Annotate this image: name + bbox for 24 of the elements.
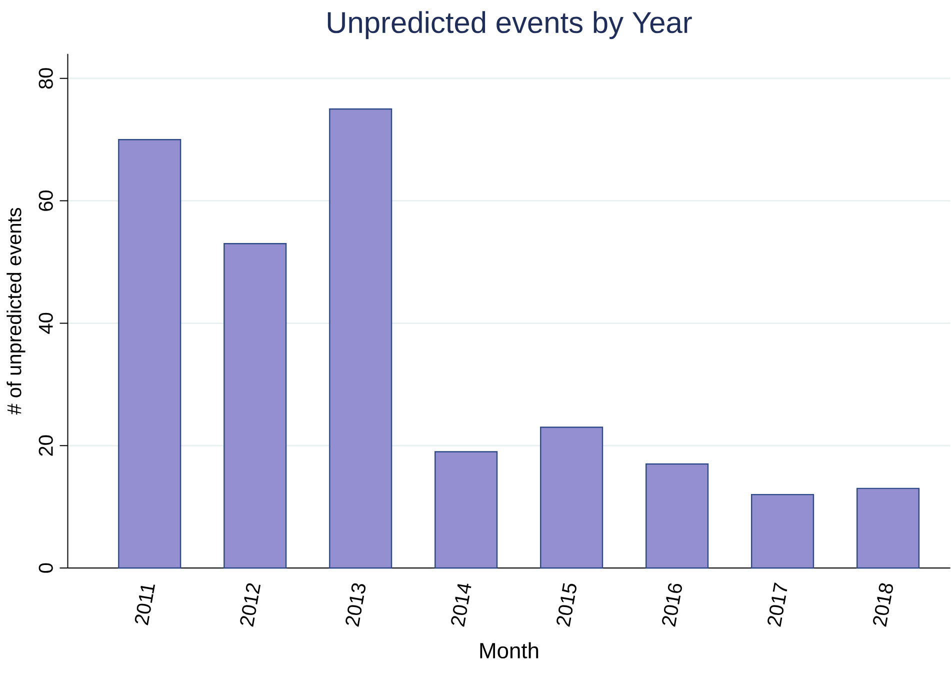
y-tick-label: 0: [38, 563, 53, 573]
x-axis-title: Month: [480, 642, 538, 659]
y-axis-title: # of unpredicted events: [6, 208, 26, 415]
bar: [540, 426, 604, 569]
x-tick-label: 2016: [662, 583, 682, 627]
x-tick-label: 2011: [134, 584, 156, 626]
x-tick-label: 2014: [451, 584, 472, 627]
y-tick-label: 20: [38, 435, 53, 456]
x-tick-label: 2012: [240, 583, 260, 627]
x-tick-label: 2013: [346, 583, 366, 627]
bar: [646, 463, 709, 569]
y-tick-label: 40: [38, 312, 53, 334]
bar: [750, 494, 814, 569]
bar: [118, 139, 182, 569]
bar: [224, 243, 287, 569]
y-tick-label: 80: [38, 68, 53, 89]
y-tick-label: 60: [38, 190, 53, 211]
x-tick-label: 2017: [768, 582, 788, 627]
bar: [434, 451, 498, 569]
x-tick-label: 2015: [556, 583, 576, 627]
bar: [856, 488, 920, 569]
bar: [329, 108, 392, 569]
x-tick-label: 2018: [873, 583, 893, 627]
chart-title: Unpredicted events by Year: [328, 11, 692, 40]
